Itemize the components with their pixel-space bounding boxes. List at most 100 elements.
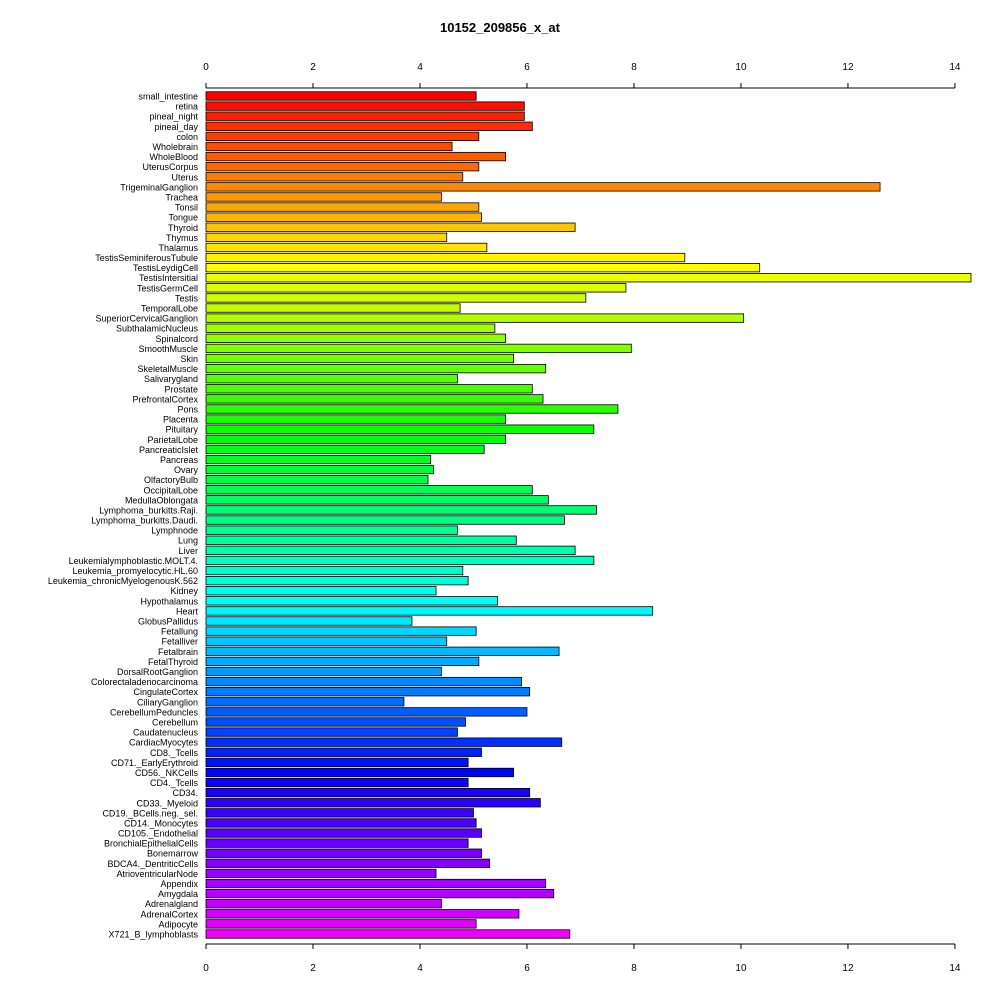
category-label: Heart [176, 606, 199, 616]
bar-32 [205, 414, 506, 424]
bar-65 [205, 747, 482, 757]
bar-57 [205, 666, 442, 677]
category-label: Trachea [165, 192, 198, 202]
bar-73 [205, 828, 482, 838]
category-label: TestisGermCell [137, 283, 198, 293]
bar-17 [205, 262, 761, 273]
bar-3 [205, 121, 533, 131]
category-label: UterusCorpus [142, 162, 198, 172]
bar-50 [205, 596, 498, 606]
bar-53 [205, 626, 477, 636]
bar-68 [205, 777, 469, 788]
category-label: Pancreas [160, 455, 199, 465]
category-label: FetalThyroid [148, 657, 198, 667]
category-label: CerebellumPeduncles [110, 707, 199, 717]
category-label: Pituitary [165, 425, 198, 435]
bar-62 [205, 717, 466, 727]
bar-7 [205, 162, 480, 172]
bar-21 [205, 303, 461, 313]
bottom-axis-tick-label: 8 [631, 963, 637, 974]
bar-51 [205, 606, 654, 616]
bar-67 [205, 767, 515, 778]
bar-0 [205, 91, 477, 101]
bar-2 [205, 111, 525, 121]
bar-4 [205, 131, 480, 142]
bar-22 [205, 313, 745, 323]
category-label: Spinalcord [155, 334, 198, 344]
category-label: Adrenalgland [145, 899, 198, 909]
bar-77 [205, 868, 437, 879]
category-label: Thymus [166, 233, 199, 243]
top-axis-tick-label: 8 [631, 62, 637, 73]
category-label: Colorectaladenocarcinoma [91, 677, 198, 687]
category-label: Pons [177, 404, 198, 414]
bars-group [205, 91, 972, 939]
category-label: CardiacMyocytes [129, 738, 199, 748]
category-label: SmoothMuscle [138, 344, 198, 354]
category-label: Testis [175, 293, 199, 303]
bar-45 [205, 545, 576, 555]
category-label: SuperiorCervicalGanglion [95, 314, 198, 324]
category-label: colon [176, 132, 198, 142]
bar-24 [205, 333, 506, 343]
category-label: SubthalamicNucleus [116, 324, 199, 334]
bar-16 [205, 252, 686, 263]
bar-46 [205, 555, 595, 566]
bar-55 [205, 646, 560, 656]
top-axis-tick-label: 2 [310, 62, 316, 73]
category-label: Lymphoma_burkitts.Daudi. [91, 516, 198, 526]
category-label: Placenta [163, 415, 198, 425]
category-label: Leukemia_chronicMyelogenousK.562 [48, 576, 198, 586]
category-label: Uterus [171, 172, 198, 182]
bar-34 [205, 434, 506, 444]
category-label: Salivarygland [144, 374, 198, 384]
bar-26 [205, 353, 515, 364]
bar-8 [205, 172, 464, 182]
bar-66 [205, 757, 469, 767]
category-label: CD34. [172, 788, 198, 798]
category-label: TestisSeminiferousTubule [95, 253, 198, 263]
bar-80 [205, 899, 442, 909]
category-label: Appendix [160, 879, 198, 889]
bar-70 [205, 798, 541, 808]
category-label: Fetalliver [161, 637, 198, 647]
category-label: Fetalbrain [158, 647, 198, 657]
category-label: CingulateCortex [133, 687, 198, 697]
category-label: TestisIntersitial [139, 273, 198, 283]
category-label: OlfactoryBulb [144, 475, 198, 485]
category-label: Adipocyte [158, 919, 198, 929]
category-label: TrigeminalGanglion [120, 182, 198, 192]
bar-19 [205, 283, 627, 293]
category-label: BDCA4._DentriticCells [107, 859, 198, 869]
bar-27 [205, 363, 547, 374]
bar-40 [205, 495, 549, 505]
category-label: Tonsil [175, 203, 198, 213]
bar-56 [205, 656, 480, 667]
category-label: Wholebrain [152, 142, 198, 152]
bar-60 [205, 697, 405, 707]
category-label: Fetallung [161, 627, 198, 637]
top-axis-tick-label: 6 [524, 62, 530, 73]
bottom-axis-tick-label: 14 [949, 963, 961, 974]
bar-33 [205, 424, 595, 434]
bar-83 [205, 929, 571, 939]
category-label: Leukemia_promyelocytic.HL.60 [72, 566, 198, 576]
chart-title: 10152_209856_x_at [439, 20, 560, 35]
top-axis-tick-label: 10 [735, 62, 747, 73]
category-label: Liver [178, 546, 198, 556]
top-axis-tick-label: 14 [949, 62, 961, 73]
top-axis: 0 2 4 6 8 10 12 14 [203, 62, 961, 89]
bar-5 [205, 141, 453, 152]
bar-75 [205, 848, 482, 858]
category-label: Hypothalamus [140, 596, 198, 606]
bar-30 [205, 394, 544, 404]
bar-11 [205, 202, 480, 212]
category-label: WholeBlood [149, 152, 198, 162]
bar-61 [205, 707, 528, 717]
bottom-axis: 0 2 4 6 8 10 12 14 [203, 943, 961, 974]
bar-69 [205, 788, 531, 798]
category-label: X721_B_lymphoblasts [108, 930, 198, 940]
bottom-axis-tick-label: 0 [203, 963, 209, 974]
category-label: PrefrontalCortex [132, 394, 198, 404]
